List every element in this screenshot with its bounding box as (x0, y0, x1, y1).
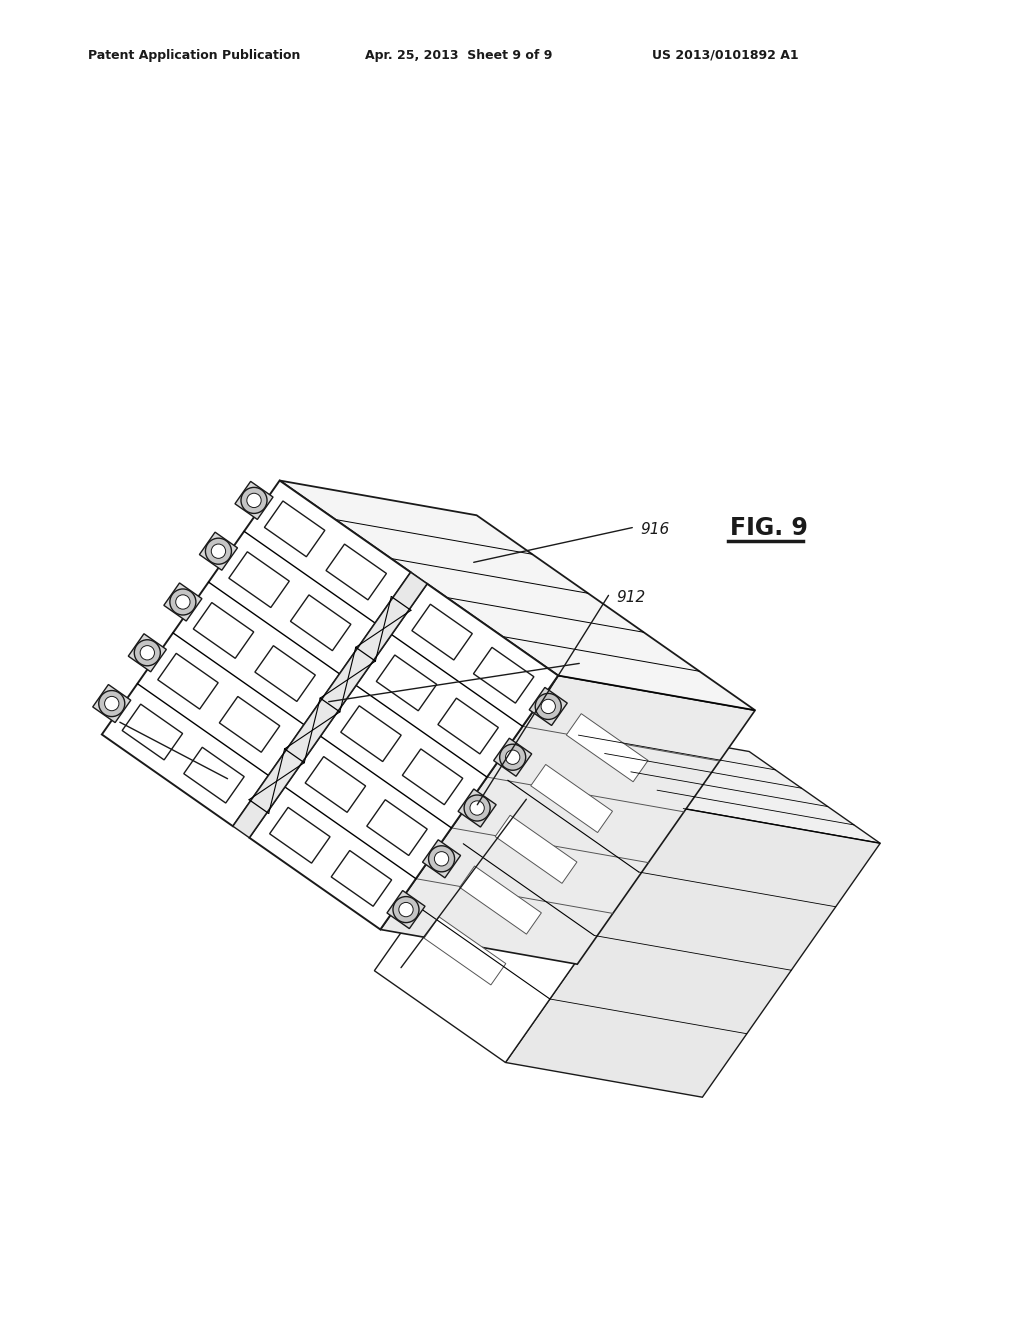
Polygon shape (424, 917, 506, 985)
Circle shape (470, 801, 484, 816)
Circle shape (104, 697, 119, 710)
Polygon shape (101, 480, 411, 826)
Text: US 2013/0101892 A1: US 2013/0101892 A1 (652, 49, 799, 62)
Text: 908: 908 (590, 657, 620, 672)
Polygon shape (496, 816, 577, 883)
Polygon shape (530, 764, 612, 833)
Text: 904: 904 (542, 792, 571, 808)
Text: Patent Application Publication: Patent Application Publication (88, 49, 300, 62)
Circle shape (536, 693, 561, 719)
Polygon shape (402, 748, 463, 805)
Polygon shape (566, 714, 648, 781)
Circle shape (241, 487, 267, 513)
Circle shape (206, 539, 231, 564)
Polygon shape (234, 482, 273, 520)
Polygon shape (387, 891, 425, 929)
Polygon shape (291, 595, 351, 651)
Circle shape (541, 700, 555, 714)
Polygon shape (228, 552, 290, 607)
Polygon shape (458, 789, 497, 828)
Polygon shape (326, 544, 386, 599)
Circle shape (398, 903, 413, 917)
Polygon shape (183, 747, 244, 803)
Circle shape (176, 595, 190, 609)
Circle shape (140, 645, 155, 660)
Polygon shape (93, 685, 131, 722)
Polygon shape (158, 653, 218, 709)
Circle shape (134, 640, 161, 665)
Polygon shape (423, 840, 461, 878)
Polygon shape (375, 717, 683, 1063)
Polygon shape (552, 717, 881, 843)
Polygon shape (255, 645, 315, 701)
Circle shape (428, 846, 455, 871)
Polygon shape (280, 480, 755, 710)
Circle shape (211, 544, 225, 558)
Polygon shape (438, 698, 499, 754)
Polygon shape (341, 706, 401, 762)
Polygon shape (529, 688, 567, 726)
Circle shape (434, 851, 449, 866)
Polygon shape (194, 602, 254, 659)
Polygon shape (412, 605, 472, 660)
Circle shape (500, 744, 525, 771)
Polygon shape (506, 809, 881, 1097)
Polygon shape (122, 704, 182, 760)
Polygon shape (249, 583, 558, 929)
Circle shape (464, 795, 490, 821)
Text: 916: 916 (640, 523, 670, 537)
Polygon shape (494, 738, 531, 776)
Circle shape (393, 896, 419, 923)
Polygon shape (473, 647, 534, 704)
Text: 912: 912 (616, 590, 645, 605)
Circle shape (98, 690, 125, 717)
Polygon shape (376, 655, 436, 710)
Polygon shape (164, 583, 202, 620)
Polygon shape (367, 800, 427, 855)
Polygon shape (269, 808, 330, 863)
Polygon shape (305, 756, 366, 812)
Polygon shape (219, 697, 280, 752)
Polygon shape (264, 502, 325, 557)
Polygon shape (331, 850, 391, 907)
Polygon shape (232, 573, 427, 838)
Text: FIG. 9: FIG. 9 (730, 516, 808, 540)
Polygon shape (200, 532, 238, 570)
Polygon shape (128, 634, 166, 672)
Circle shape (506, 750, 520, 764)
Text: 904: 904 (182, 777, 212, 792)
Polygon shape (380, 676, 755, 964)
Circle shape (170, 589, 196, 615)
Polygon shape (460, 866, 542, 935)
Circle shape (247, 494, 261, 508)
Text: Apr. 25, 2013  Sheet 9 of 9: Apr. 25, 2013 Sheet 9 of 9 (365, 49, 552, 62)
